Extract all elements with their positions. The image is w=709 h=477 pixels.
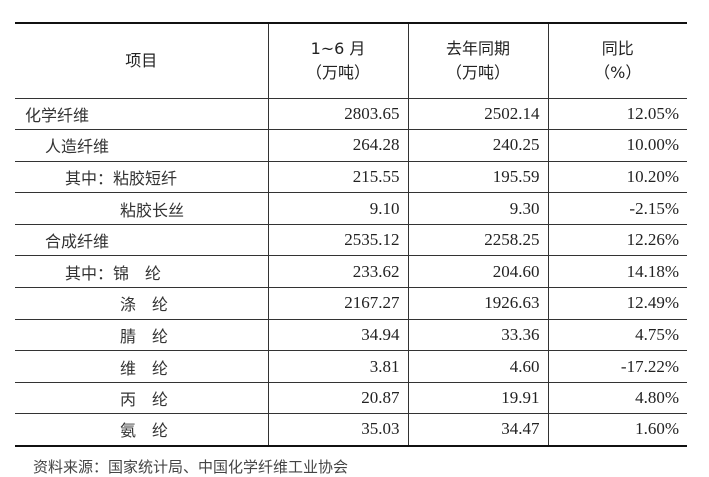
last-year-value: 195.59 [407,161,548,194]
row-name: 其中：锦 纶 [15,255,268,289]
header-current-unit: （万吨） [305,62,370,82]
yoy-value: -2.15% [547,192,687,225]
table-row: 其中：粘胶短纤 215.55 195.59 10.20% [15,161,687,194]
table-row: 维 纶 3.81 4.60 -17.22% [15,350,687,383]
header-item: 项目 [15,23,268,99]
header-current: 1~6 月 （万吨） [267,23,408,99]
table-row: 其中：锦 纶 233.62 204.60 14.18% [15,255,687,289]
header-yoy-label: 同比 [601,38,634,58]
current-value: 215.55 [267,161,408,194]
source-note: 资料来源：国家统计局、中国化学纤维工业协会 [33,458,349,476]
last-year-value: 204.60 [407,255,548,289]
table-row: 粘胶长丝 9.10 9.30 -2.15% [15,192,687,225]
yoy-value: 1.60% [547,413,687,446]
last-year-value: 2502.14 [407,98,548,131]
last-year-value: 2258.25 [407,224,548,257]
table-row: 腈 纶 34.94 33.36 4.75% [15,319,687,352]
last-year-value: 19.91 [407,382,548,415]
row-name: 人造纤维 [15,129,268,162]
table-row: 化学纤维 2803.65 2502.14 12.05% [15,98,687,131]
row-name: 丙 纶 [15,382,268,415]
yoy-value: 14.18% [547,255,687,289]
yoy-value: 10.00% [547,129,687,162]
yoy-value: -17.22% [547,350,687,383]
current-value: 9.10 [267,192,408,225]
header-current-label: 1~6 月 [310,38,366,58]
row-name: 腈 纶 [15,319,268,352]
current-value: 20.87 [267,382,408,415]
current-value: 3.81 [267,350,408,383]
row-name: 维 纶 [15,350,268,383]
table-row: 丙 纶 20.87 19.91 4.80% [15,382,687,415]
table-row: 人造纤维 264.28 240.25 10.00% [15,129,687,162]
yoy-value: 12.49% [547,287,687,320]
row-name: 氨 纶 [120,421,169,441]
last-year-value: 240.25 [407,129,548,162]
row-name: 其中：粘胶短纤 [15,161,268,194]
current-value: 2167.27 [267,287,408,320]
current-value: 264.28 [267,129,408,162]
header-last-year: 去年同期 （万吨） [407,23,548,99]
yoy-value: 12.26% [547,224,687,257]
last-year-value: 34.47 [407,413,548,446]
table-row: 合成纤维 2535.12 2258.25 12.26% [15,224,687,257]
table-row: 涤 纶 2167.27 1926.63 12.49% [15,287,687,320]
row-name: 涤 纶 [15,287,268,320]
last-year-value: 33.36 [407,319,548,352]
table-row: 氨 纶 35.03 34.47 1.60% [15,413,687,446]
fiber-production-table: 项目 1~6 月（万吨） 去年同期 （万吨） 同比 （%） 化学纤维 2803.65 2… [15,22,687,447]
current-value: 2535.12 [267,224,408,257]
header-last-year-unit: （万吨） [445,62,510,82]
yoy-value: 4.80% [547,382,687,415]
last-year-value: 9.30 [407,192,548,225]
header-yoy: 同比 （%） [547,23,687,99]
header-row: 项目 1~6 月 （万吨） 去年同期 （万吨） 同比 （%） [15,23,687,99]
current-value: 233.62 [267,255,408,289]
last-year-value: 1926.63 [407,287,548,320]
yoy-value: 10.20% [547,161,687,194]
row-name: 合成纤维 [15,224,268,257]
last-year-value: 4.60 [407,350,548,383]
current-value: 35.03 [267,413,408,446]
row-name: 粘胶长丝 [15,192,268,225]
row-name: 化学纤维 [15,98,268,131]
header-yoy-unit: （%） [594,62,642,82]
current-value: 34.94 [267,319,408,352]
yoy-value: 4.75% [547,319,687,352]
header-last-year-label: 去年同期 [445,38,510,58]
yoy-value: 12.05% [547,98,687,131]
current-value: 2803.65 [267,98,408,131]
